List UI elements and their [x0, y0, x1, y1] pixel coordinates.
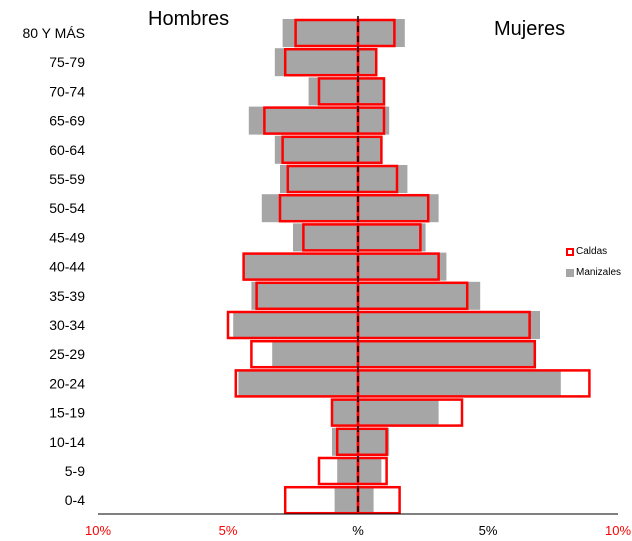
bar-manizales-women	[358, 252, 447, 281]
age-group-label: 70-74	[49, 83, 85, 99]
age-group-label: 35-39	[49, 288, 85, 304]
bar-caldas-women	[356, 18, 396, 48]
bar-manizales-men	[233, 311, 358, 339]
bar-manizales-women	[358, 369, 561, 398]
bar-manizales-women	[358, 165, 408, 193]
men-side-title: Hombres	[148, 8, 230, 30]
legend-swatch-caldas	[566, 247, 574, 256]
legend-item-manizales: Manizales	[566, 267, 621, 278]
bar-caldas-women	[356, 369, 591, 398]
bar-caldas-women	[356, 398, 464, 427]
age-group-label: 15-19	[49, 405, 85, 421]
bar-manizales-women	[358, 77, 384, 106]
bar-caldas-women	[356, 310, 531, 340]
bar-manizales-men	[274, 135, 358, 164]
bar-manizales-men	[334, 486, 358, 515]
bar-manizales-men	[274, 48, 358, 77]
age-group-label: 65-69	[49, 113, 85, 129]
x-tick-label: 10%	[605, 523, 631, 538]
bar-manizales-women	[358, 19, 405, 47]
bar-manizales-women	[358, 398, 439, 427]
age-group-label: 45-49	[49, 229, 85, 245]
bar-caldas-women	[356, 47, 378, 77]
age-group-label: 60-64	[49, 142, 85, 158]
bar-manizales-men	[308, 77, 358, 106]
age-group-label: 75-79	[49, 54, 85, 70]
bar-manizales-men	[248, 106, 358, 135]
legend-swatch-manizales	[566, 268, 574, 277]
bar-manizales-women	[358, 457, 382, 485]
bar-manizales-men	[282, 19, 358, 47]
bar-caldas-women	[356, 281, 469, 311]
age-group-label: 10-14	[49, 434, 85, 450]
x-tick-label: 5%	[219, 523, 238, 538]
bar-manizales-women	[358, 340, 535, 369]
bar-manizales-women	[358, 48, 377, 77]
bar-manizales-men	[332, 427, 358, 456]
age-group-label: 5-9	[65, 463, 85, 479]
bar-manizales-men	[261, 194, 358, 223]
age-group-label: 50-54	[49, 200, 85, 216]
bar-manizales-men	[280, 165, 358, 193]
bar-manizales-women	[358, 194, 439, 223]
age-group-label: 20-24	[49, 375, 85, 391]
women-side-title: Mujeres	[494, 18, 566, 40]
age-group-label: 40-44	[49, 259, 85, 275]
bar-manizales-women	[358, 311, 540, 339]
bar-manizales-women	[358, 135, 382, 164]
bar-manizales-men	[251, 281, 358, 310]
age-group-label: 80 Y MÁS	[22, 25, 85, 41]
age-group-label: 25-29	[49, 346, 85, 362]
legend-label-caldas: Caldas	[576, 246, 608, 257]
bar-manizales-women	[358, 486, 374, 515]
bar-manizales-men	[243, 252, 358, 281]
bar-manizales-women	[358, 223, 426, 252]
age-group-label: 0-4	[65, 492, 85, 508]
x-tick-label: 10%	[85, 523, 111, 538]
bar-caldas-women	[356, 339, 537, 369]
bar-manizales-men	[337, 457, 358, 485]
bar-manizales-men	[238, 369, 358, 398]
age-group-label: 55-59	[49, 171, 85, 187]
age-group-label: 30-34	[49, 317, 85, 333]
legend-label-manizales: Manizales	[576, 267, 622, 278]
legend-item-caldas: Caldas	[566, 246, 607, 257]
bar-manizales-men	[272, 340, 358, 369]
bar-manizales-women	[358, 281, 481, 310]
bar-manizales-men	[332, 398, 358, 427]
bar-manizales-women	[358, 427, 390, 456]
x-tick-label: %	[352, 523, 364, 538]
x-tick-label: 5%	[479, 523, 498, 538]
